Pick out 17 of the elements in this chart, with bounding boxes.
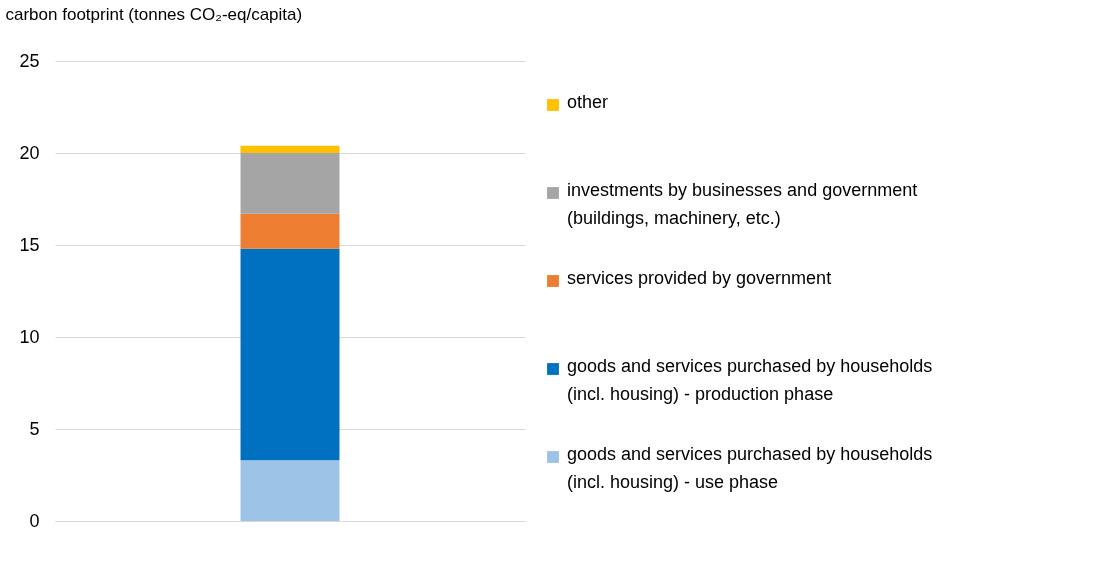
bar [240,153,340,214]
legend-label: services provided by government [567,268,832,288]
y-tick-label: 25 [19,50,40,71]
bar [240,460,340,521]
bar [240,213,340,249]
legend-label: goods and services purchased by households (incl. housing) - use phase [567,444,933,492]
bar [240,248,340,461]
y-tick-label: 5 [29,418,40,439]
legend-label: investments by businesses and government (buildings, machinery, etc.) [567,180,918,228]
y-tick-label: 10 [19,326,40,347]
y-tick-label: 20 [19,142,40,163]
bar [240,145,340,153]
legend-label: other [567,92,609,112]
y-tick-label: 15 [19,234,40,255]
y-tick-label: 0 [29,510,40,531]
legend-label: goods and services purchased by households (incl. housing) - production phase [567,356,933,404]
y-axis-title: carbon footprint (tonnes CO₂-eq/capita) [5,4,303,24]
